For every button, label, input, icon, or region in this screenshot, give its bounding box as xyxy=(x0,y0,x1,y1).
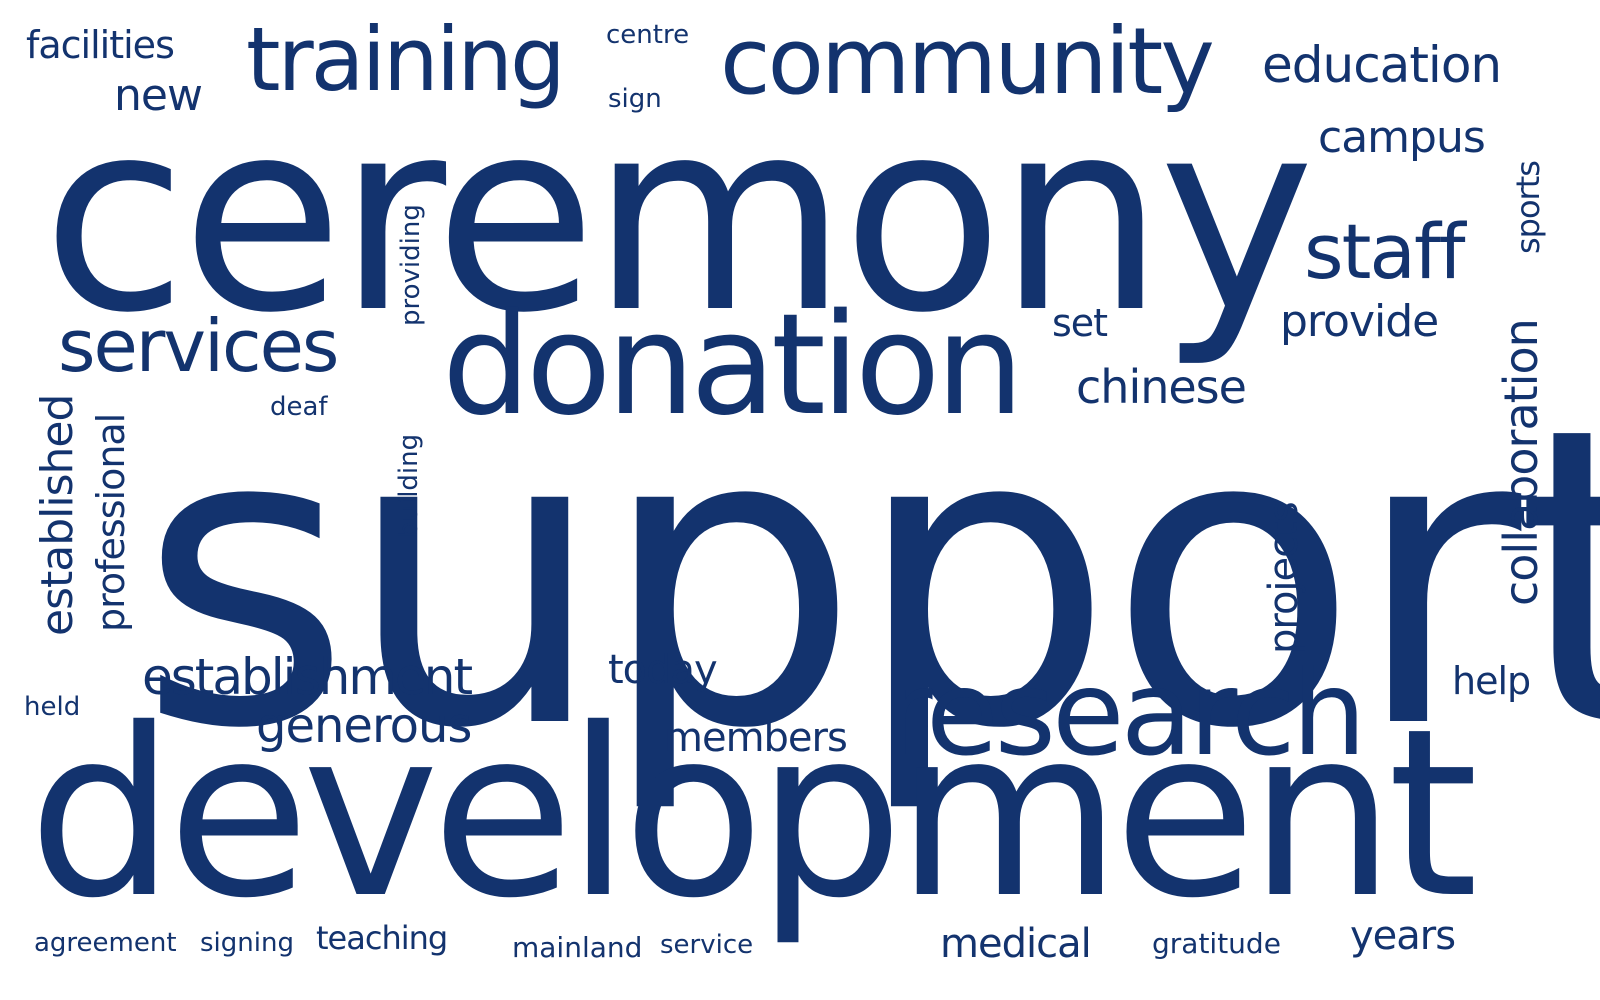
word-centre: centre xyxy=(606,20,690,50)
word-new: new xyxy=(114,70,203,121)
word-help: help xyxy=(1452,659,1531,703)
word-ceremony: ceremony xyxy=(42,64,1315,371)
word-set: set xyxy=(1052,301,1108,345)
word-building: building xyxy=(394,433,424,538)
word-held: held xyxy=(24,692,81,722)
word-campus: campus xyxy=(1318,112,1486,163)
word-teaching: teaching xyxy=(316,919,448,957)
word-services: services xyxy=(58,304,339,388)
word-deaf: deaf xyxy=(270,392,328,422)
word-training: training xyxy=(246,8,566,111)
word-mainland: mainland xyxy=(512,931,643,964)
word-providing: providing xyxy=(396,204,426,326)
word-established: established xyxy=(32,394,83,636)
word-signing: signing xyxy=(200,928,294,958)
word-agreement: agreement xyxy=(34,928,177,958)
word-community: community xyxy=(720,8,1215,115)
word-staff: staff xyxy=(1304,207,1465,296)
word-gratitude: gratitude xyxy=(1152,927,1281,960)
word-facilities: facilities xyxy=(26,23,175,67)
word-donation: donation xyxy=(442,284,1024,447)
word-research: research xyxy=(884,644,1366,782)
word-education: education xyxy=(1262,36,1502,94)
word-support: support xyxy=(138,340,1600,818)
word-medical: medical xyxy=(940,921,1092,967)
word-years: years xyxy=(1350,913,1456,959)
word-service: service xyxy=(660,930,754,960)
word-development: development xyxy=(28,679,1478,949)
word-sports: sports xyxy=(1509,161,1547,254)
word-members: members xyxy=(664,715,848,761)
word-generous: generous xyxy=(256,698,472,754)
word-provide: provide xyxy=(1280,296,1439,347)
word-collaboration: collaboration xyxy=(1494,319,1548,606)
word-chinese: chinese xyxy=(1076,360,1247,414)
word-professional: professional xyxy=(89,413,133,632)
word-sign: sign xyxy=(608,84,662,114)
word-today: today xyxy=(608,647,718,693)
word-establishment: establishment xyxy=(142,648,473,706)
word-projects: projects xyxy=(1261,502,1307,654)
